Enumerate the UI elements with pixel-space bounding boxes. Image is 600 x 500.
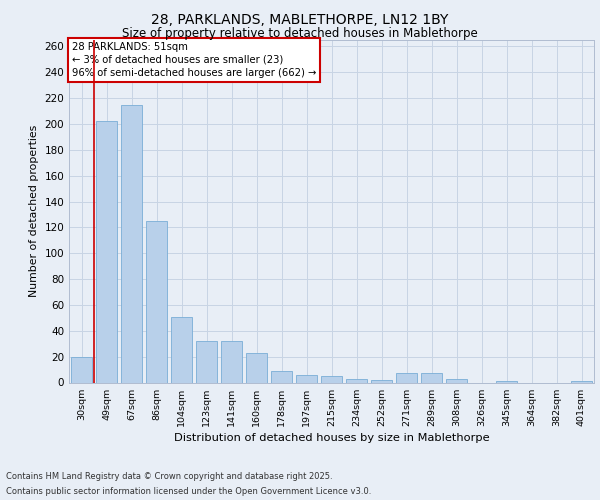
Text: Contains HM Land Registry data © Crown copyright and database right 2025.: Contains HM Land Registry data © Crown c… bbox=[6, 472, 332, 481]
Text: 28, PARKLANDS, MABLETHORPE, LN12 1BY: 28, PARKLANDS, MABLETHORPE, LN12 1BY bbox=[151, 12, 449, 26]
Bar bbox=[271, 371, 292, 382]
Bar bbox=[221, 341, 242, 382]
Bar bbox=[246, 353, 267, 382]
Bar bbox=[296, 374, 317, 382]
Bar bbox=[371, 380, 392, 382]
Bar bbox=[446, 378, 467, 382]
Bar bbox=[396, 374, 417, 382]
Bar bbox=[346, 378, 367, 382]
Bar bbox=[321, 376, 342, 382]
Bar bbox=[96, 122, 117, 382]
Bar bbox=[71, 356, 92, 382]
Bar bbox=[421, 374, 442, 382]
Y-axis label: Number of detached properties: Number of detached properties bbox=[29, 125, 39, 298]
Text: Contains public sector information licensed under the Open Government Licence v3: Contains public sector information licen… bbox=[6, 487, 371, 496]
Bar bbox=[571, 381, 592, 382]
Text: 28 PARKLANDS: 51sqm
← 3% of detached houses are smaller (23)
96% of semi-detache: 28 PARKLANDS: 51sqm ← 3% of detached hou… bbox=[71, 42, 316, 78]
Text: Size of property relative to detached houses in Mablethorpe: Size of property relative to detached ho… bbox=[122, 28, 478, 40]
Bar bbox=[196, 341, 217, 382]
Bar bbox=[146, 221, 167, 382]
Bar bbox=[496, 381, 517, 382]
X-axis label: Distribution of detached houses by size in Mablethorpe: Distribution of detached houses by size … bbox=[173, 432, 490, 442]
Bar bbox=[121, 104, 142, 382]
Bar bbox=[171, 316, 192, 382]
